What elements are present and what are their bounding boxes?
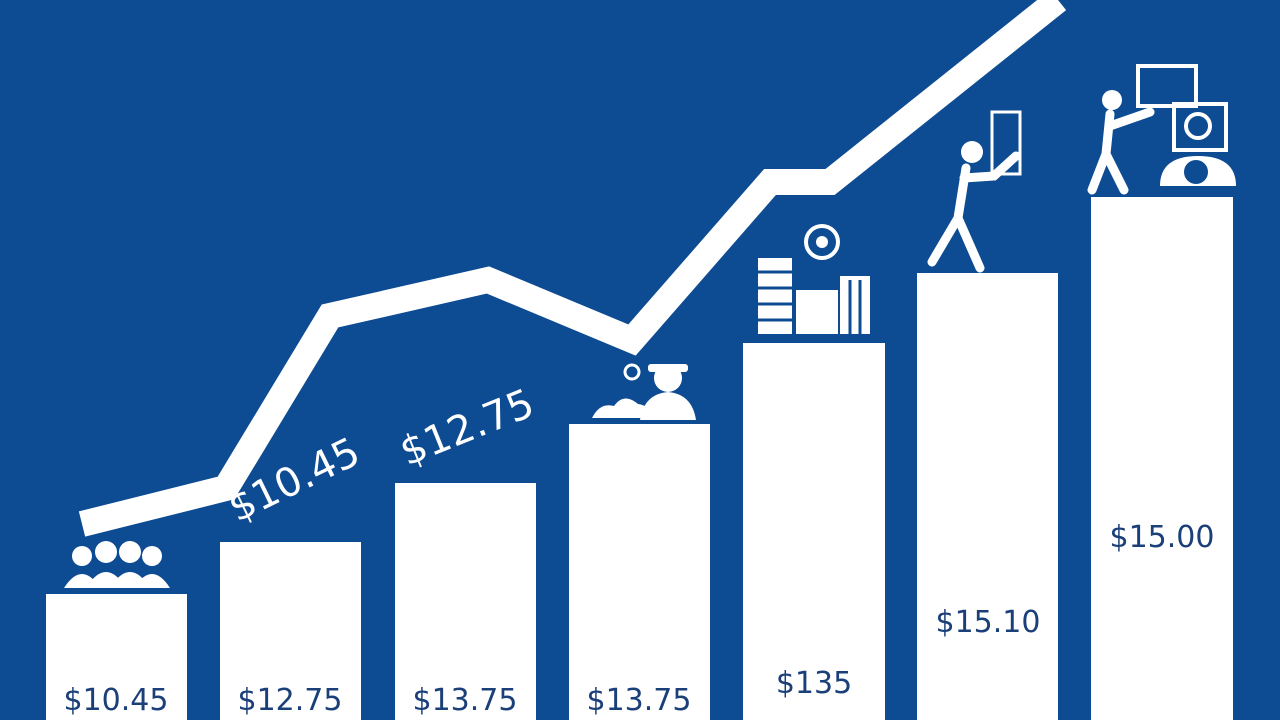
people-icon <box>64 541 170 588</box>
bar-label: $10.45 <box>64 683 169 718</box>
trend-line <box>78 0 1067 537</box>
climber-icon <box>927 110 1022 273</box>
bar <box>220 542 361 720</box>
bar <box>917 273 1058 720</box>
mover-icon <box>1087 64 1236 195</box>
worker-icon <box>592 363 696 420</box>
bar <box>46 594 187 720</box>
bar <box>743 343 885 720</box>
bar <box>395 483 536 720</box>
buildings-icon <box>758 224 870 334</box>
bar-label: $135 <box>776 666 852 701</box>
bar-label: $13.75 <box>413 683 518 718</box>
bar-label: $13.75 <box>587 683 692 718</box>
bar-label: $15.10 <box>936 605 1041 640</box>
bar-label: $12.75 <box>238 683 343 718</box>
bars <box>46 197 1233 720</box>
bar <box>1091 197 1233 720</box>
bar <box>569 424 710 720</box>
bar-label: $15.00 <box>1110 520 1215 555</box>
